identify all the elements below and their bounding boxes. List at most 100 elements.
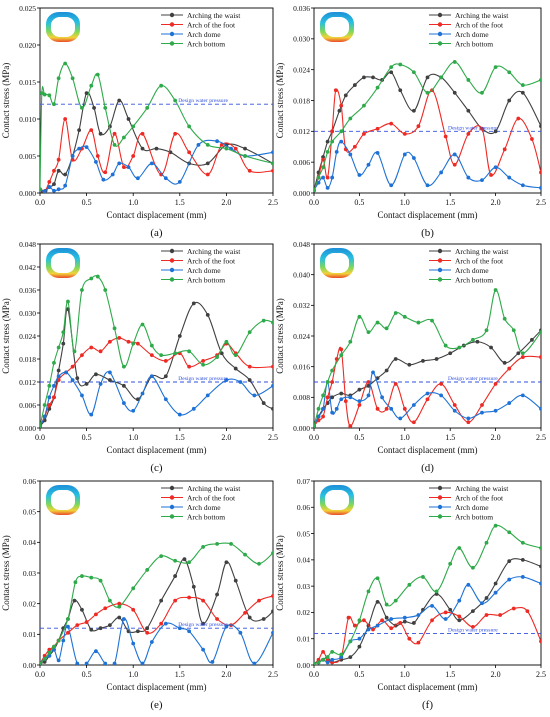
series-point bbox=[439, 382, 444, 386]
series-point bbox=[530, 337, 534, 342]
series-point bbox=[493, 581, 498, 586]
series-point bbox=[507, 175, 512, 180]
series-point bbox=[314, 188, 316, 193]
plot-area bbox=[40, 541, 273, 665]
y-tick-label: 0.000 bbox=[19, 189, 36, 198]
series-point bbox=[348, 424, 353, 428]
legend-marker bbox=[169, 485, 175, 491]
legend-label: Arch of the foot bbox=[455, 20, 504, 29]
series-point bbox=[520, 83, 525, 87]
y-tick-label: 0.025 bbox=[19, 4, 36, 13]
series-point bbox=[75, 623, 80, 628]
y-tick-label: 0.000 bbox=[293, 424, 310, 433]
series-point bbox=[215, 139, 219, 144]
series-point bbox=[452, 60, 457, 64]
series-point bbox=[371, 75, 375, 80]
series-point bbox=[77, 128, 82, 133]
series-point bbox=[40, 424, 42, 428]
series-point bbox=[121, 401, 126, 405]
series-point bbox=[187, 560, 192, 565]
series-point bbox=[507, 530, 512, 535]
series-point bbox=[430, 603, 434, 608]
series-point bbox=[56, 187, 61, 192]
series-point bbox=[493, 129, 498, 134]
series-point bbox=[434, 589, 439, 594]
y-tick-label: 0.012 bbox=[19, 378, 36, 387]
series-point bbox=[375, 623, 380, 628]
series-point bbox=[131, 154, 136, 158]
series-point bbox=[357, 644, 362, 649]
y-tick-label: 0.07 bbox=[297, 477, 310, 486]
y-tick-label: 0.024 bbox=[293, 65, 310, 74]
x-tick-label: 2.5 bbox=[268, 433, 278, 442]
series-point bbox=[72, 349, 77, 354]
legend-label: Arching the waist bbox=[455, 11, 509, 20]
series-point bbox=[247, 615, 252, 620]
series-point bbox=[173, 558, 178, 563]
series-point bbox=[325, 149, 330, 154]
series-point bbox=[493, 523, 498, 528]
series-point bbox=[457, 618, 462, 623]
series-point bbox=[448, 561, 453, 566]
series-point bbox=[121, 165, 126, 170]
series-point bbox=[271, 594, 273, 598]
series-point bbox=[452, 152, 457, 157]
series-point bbox=[402, 314, 407, 319]
series-point bbox=[480, 403, 484, 407]
legend-label: Arch dome bbox=[187, 503, 221, 512]
series-point bbox=[321, 406, 325, 411]
series-point bbox=[84, 145, 89, 150]
series-point bbox=[471, 624, 475, 629]
panel-label: (e) bbox=[150, 699, 163, 711]
series-point bbox=[163, 397, 168, 402]
series-point bbox=[131, 586, 136, 591]
series-point bbox=[539, 406, 541, 411]
series-point bbox=[131, 341, 136, 346]
series-point bbox=[321, 393, 325, 398]
chart-panel-d: 0.0 0.5 1.0 1.5 2.0 2.5 0.000 0.008 0.016 0.024 0.… bbox=[275, 240, 546, 474]
series-point bbox=[271, 161, 273, 166]
series-point bbox=[398, 62, 403, 67]
series-point bbox=[366, 162, 371, 167]
series-point bbox=[316, 175, 321, 180]
series-point bbox=[339, 652, 344, 657]
y-tick-label: 0.016 bbox=[293, 362, 310, 371]
series-point bbox=[484, 328, 489, 333]
series-point bbox=[131, 408, 136, 413]
series-point bbox=[201, 647, 206, 652]
series-point bbox=[330, 368, 335, 373]
series-point bbox=[56, 638, 61, 643]
series-point bbox=[389, 183, 394, 188]
series-point bbox=[121, 383, 126, 388]
series-point bbox=[330, 395, 335, 400]
x-tick-label: 1.5 bbox=[175, 433, 185, 442]
plot-area bbox=[314, 60, 541, 193]
series-point bbox=[389, 617, 394, 621]
series-point bbox=[42, 660, 47, 664]
series-point bbox=[47, 650, 52, 655]
series-point bbox=[343, 93, 348, 98]
series-point bbox=[325, 380, 330, 384]
series-point bbox=[539, 581, 541, 586]
design-water-pressure-label: Design water pressure bbox=[178, 98, 228, 104]
series-point bbox=[98, 349, 103, 354]
series-point bbox=[110, 172, 115, 177]
y-axis-title: Contact stress (MPa) bbox=[1, 298, 11, 374]
series-point bbox=[452, 90, 457, 95]
series-point bbox=[357, 403, 362, 407]
series-point bbox=[77, 146, 82, 151]
series-point bbox=[243, 552, 247, 557]
series-point bbox=[149, 353, 154, 358]
series-point bbox=[484, 613, 489, 617]
x-tick-label: 1.5 bbox=[175, 198, 185, 207]
series-point bbox=[56, 658, 61, 663]
series-point bbox=[80, 353, 84, 358]
series-point bbox=[135, 176, 140, 181]
series-point bbox=[243, 610, 247, 615]
series-point bbox=[98, 131, 103, 136]
series-point bbox=[149, 161, 154, 166]
series-point bbox=[117, 615, 122, 620]
tunnel-contour-icon bbox=[46, 12, 80, 42]
plot-frame bbox=[313, 7, 542, 194]
tunnel-contour-icon bbox=[46, 248, 80, 278]
